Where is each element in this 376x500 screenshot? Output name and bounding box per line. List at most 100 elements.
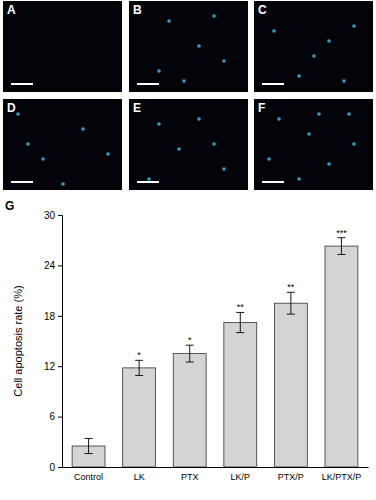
y-tick-mark <box>58 215 62 216</box>
error-bar <box>337 238 345 255</box>
scale-bar <box>137 83 159 85</box>
error-bar <box>135 360 143 375</box>
nucleus-spot <box>277 117 281 121</box>
y-axis: 0 6 12 18 24 30 <box>44 210 63 473</box>
bar <box>123 368 156 467</box>
x-tick-label: Control <box>74 472 103 482</box>
error-bar <box>236 312 244 332</box>
y-tick: 6 <box>49 411 62 422</box>
bar <box>173 354 206 467</box>
significance-label: * <box>188 335 192 345</box>
scale-bar <box>137 181 159 183</box>
y-tick-mark <box>58 417 62 418</box>
error-stem <box>240 312 241 332</box>
significance-label: *** <box>336 228 347 238</box>
image-panel: D <box>3 99 122 190</box>
image-panel: A <box>3 1 122 92</box>
error-cap <box>85 438 93 439</box>
image-background <box>129 1 248 92</box>
nucleus-spot <box>167 19 171 23</box>
image-background <box>254 1 373 92</box>
nucleus-spot <box>272 29 276 33</box>
nucleus-spot <box>342 79 346 83</box>
significance-label: ** <box>287 282 295 292</box>
error-stem <box>341 238 342 255</box>
nucleus-spot <box>41 157 45 161</box>
scale-bar <box>262 181 284 183</box>
error-stem <box>189 345 190 362</box>
scale-bar <box>262 83 284 85</box>
x-tick: PTX <box>181 467 199 482</box>
nucleus-spot <box>297 177 301 181</box>
x-tick: PTX/P <box>278 467 304 482</box>
panel-label: C <box>258 3 267 17</box>
y-tick-label: 12 <box>44 361 56 372</box>
bar <box>224 323 257 467</box>
x-tick-label: LK/P <box>231 472 251 482</box>
nucleus-spot <box>297 74 301 78</box>
nucleus-spot <box>157 122 161 126</box>
nucleus-spot <box>81 127 85 131</box>
x-tick-label: LK/PTX/P <box>322 472 362 482</box>
nucleus-spot <box>147 177 151 181</box>
nucleus-spot <box>307 132 311 136</box>
y-tick-mark <box>58 316 62 317</box>
image-background <box>129 99 248 190</box>
y-tick: 12 <box>44 361 62 372</box>
panel-label: E <box>133 101 141 115</box>
y-tick-mark <box>58 467 62 468</box>
error-stem <box>88 438 89 453</box>
nucleus-spot <box>312 54 316 58</box>
nucleus-spot <box>197 44 201 48</box>
image-background <box>3 1 122 92</box>
scale-bar <box>11 181 33 183</box>
error-bar <box>287 292 295 314</box>
nucleus-spot <box>327 162 331 166</box>
nucleus-spot <box>177 147 181 151</box>
nucleus-spot <box>222 167 226 171</box>
significance-label: ** <box>237 302 245 312</box>
y-tick-mark <box>58 366 62 367</box>
error-bar <box>85 438 93 453</box>
x-tick: LK/P <box>231 467 251 482</box>
y-tick: 18 <box>44 311 62 322</box>
image-panel: B <box>129 1 248 92</box>
image-panel: F <box>254 99 373 190</box>
y-axis-title: Cell apoptosis rate (%) <box>12 285 24 396</box>
nucleus-spot <box>317 112 321 116</box>
panel-label: D <box>7 101 16 115</box>
nucleus-spot <box>182 79 186 83</box>
error-cap <box>337 254 345 255</box>
y-tick-label: 0 <box>49 462 55 473</box>
panel-label: A <box>7 3 16 17</box>
x-tick-label: PTX <box>181 472 199 482</box>
error-stem <box>139 360 140 375</box>
image-background <box>3 99 122 190</box>
scale-bar <box>11 83 33 85</box>
y-axis-line <box>58 216 63 468</box>
figure: ABCDEFG*********0612182430ControlLKPTXLK… <box>0 0 376 500</box>
panel-label: G <box>5 199 14 213</box>
y-tick: 24 <box>44 260 62 271</box>
x-tick: Control <box>74 467 103 482</box>
x-axis-line <box>63 467 369 468</box>
y-tick-mark <box>58 265 62 266</box>
image-panel: E <box>129 99 248 190</box>
error-cap <box>85 453 93 454</box>
error-stem <box>290 292 291 314</box>
nucleus-spot <box>347 112 351 116</box>
error-bar <box>186 345 194 362</box>
x-tick-label: PTX/P <box>278 472 304 482</box>
nucleus-spot <box>16 112 20 116</box>
panel-label: B <box>133 3 142 17</box>
image-background <box>254 99 373 190</box>
y-tick-label: 30 <box>44 210 56 221</box>
nucleus-spot <box>197 117 201 121</box>
error-cap <box>287 314 295 315</box>
error-cap <box>135 375 143 376</box>
nucleus-spot <box>352 142 356 146</box>
plot-area <box>72 238 358 467</box>
x-tick: LK <box>134 467 145 482</box>
nucleus-spot <box>106 152 110 156</box>
x-tick-label: LK <box>134 472 145 482</box>
